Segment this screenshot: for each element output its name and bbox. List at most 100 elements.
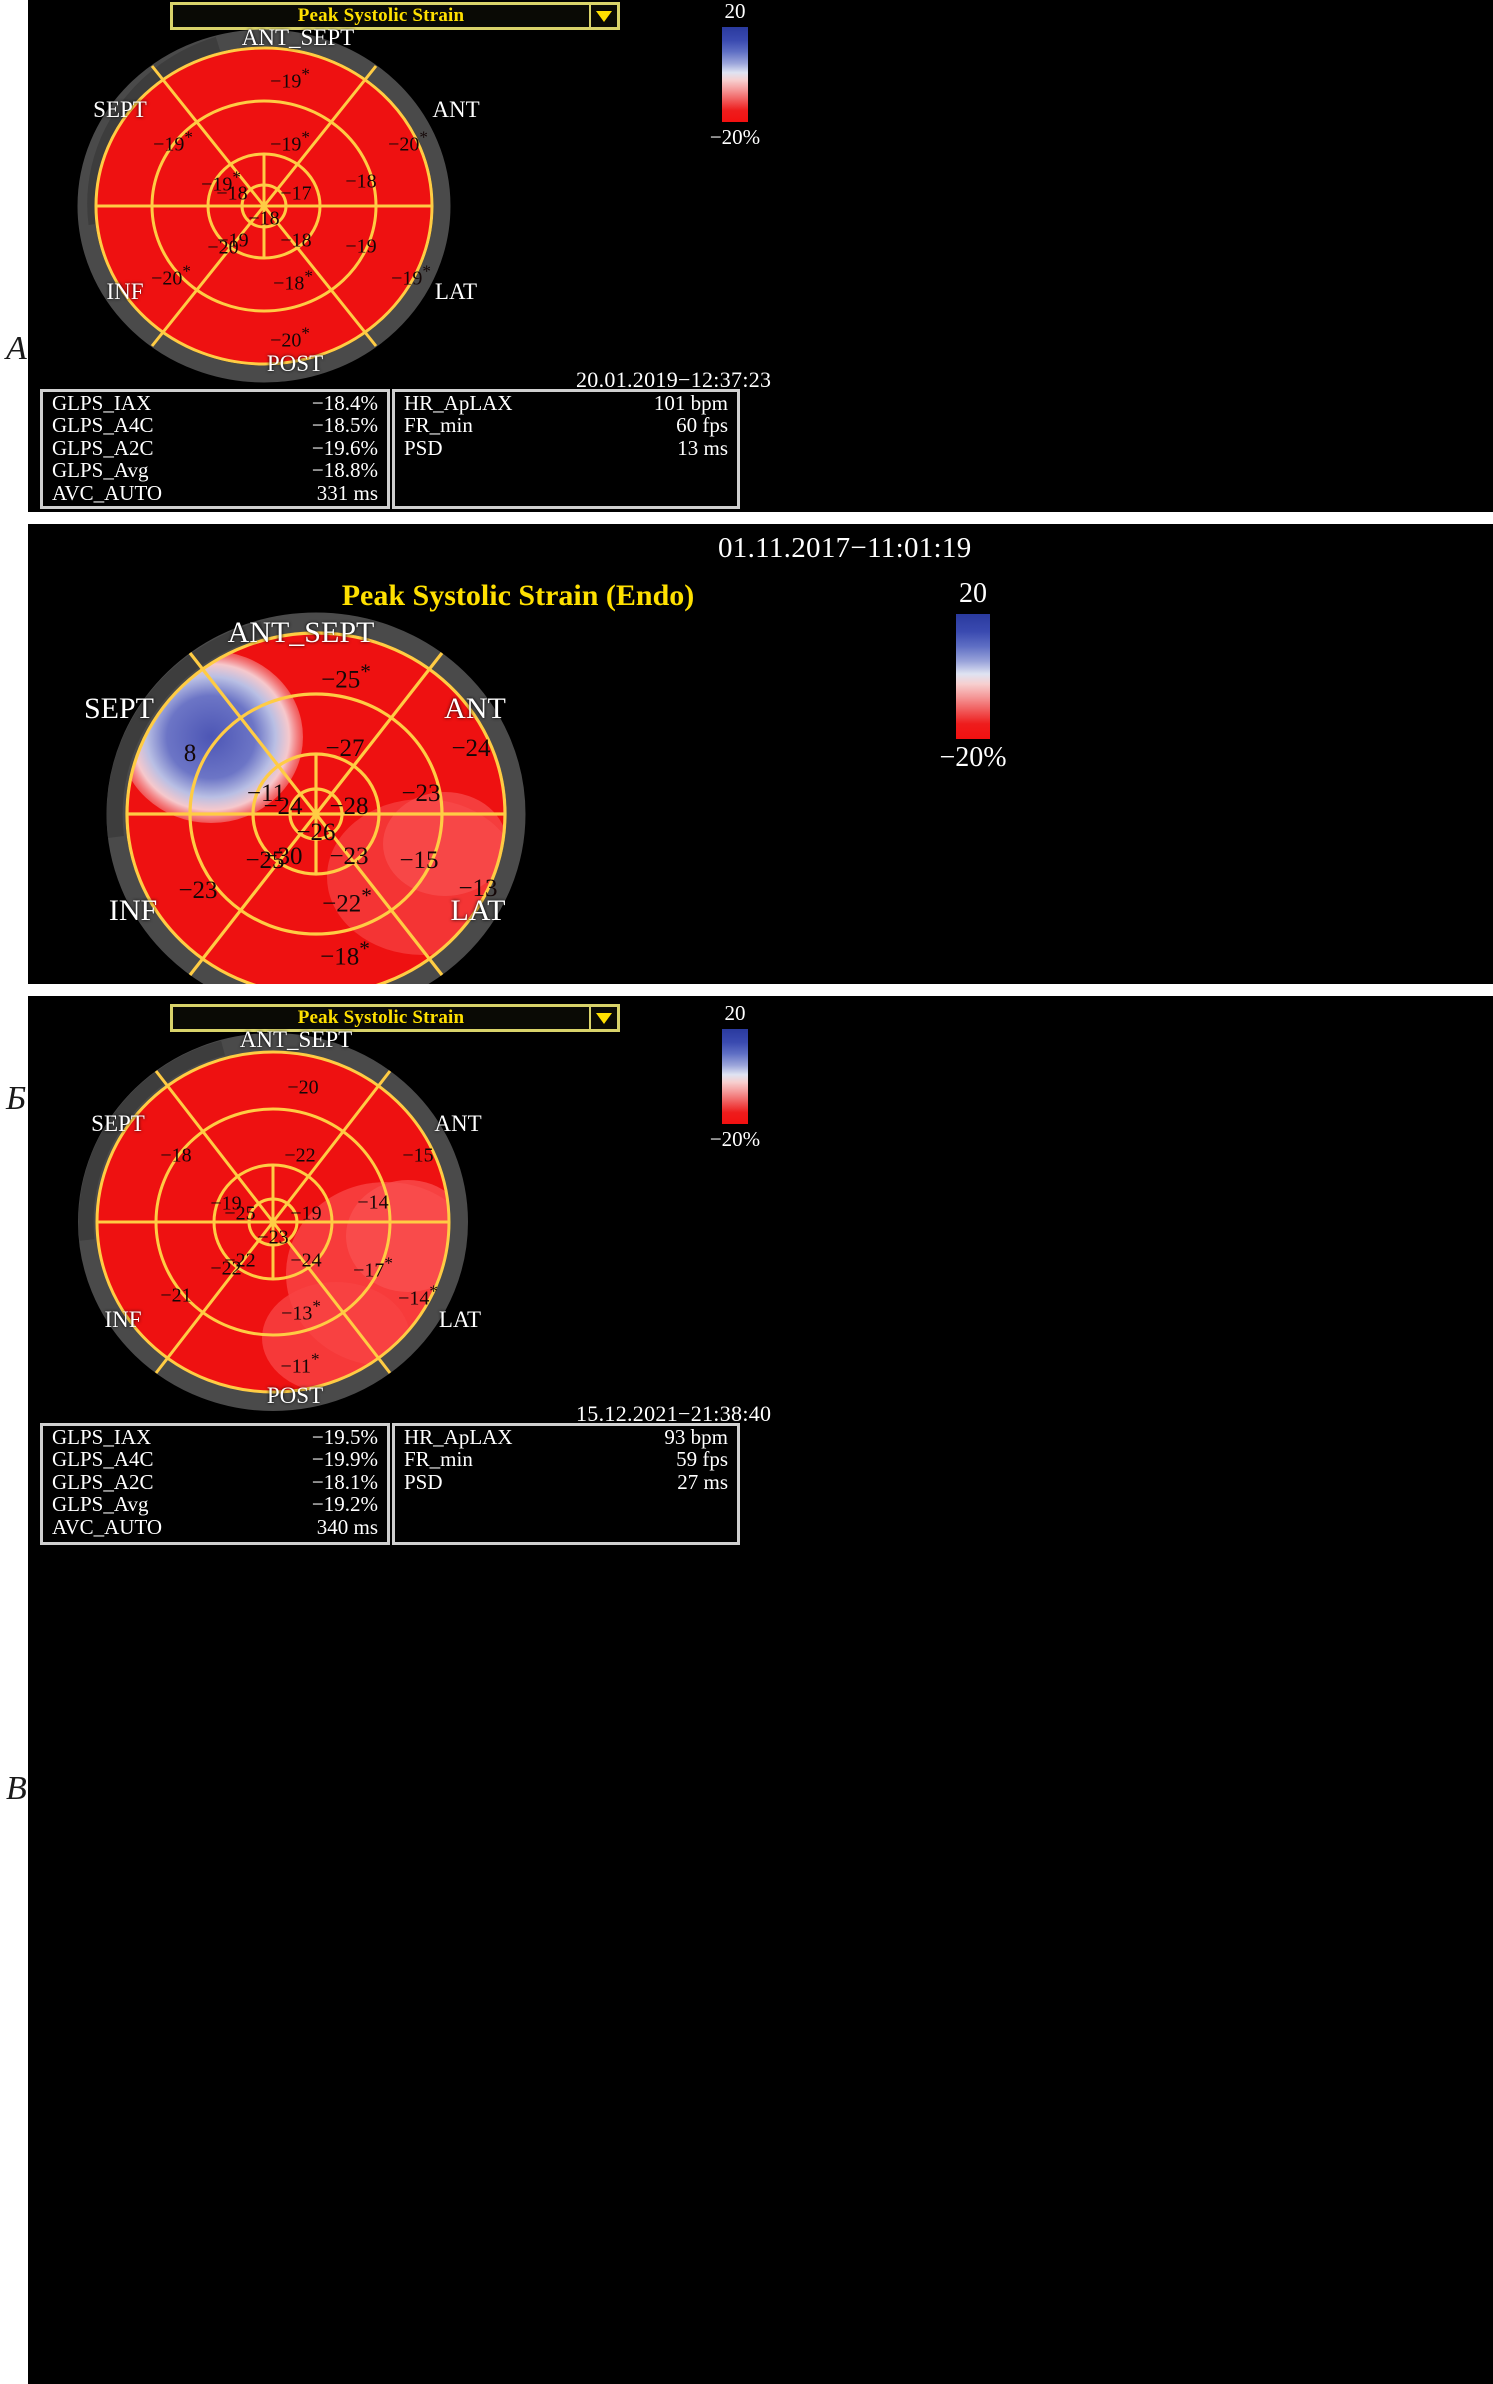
- bullseye-b: ANT_SEPT SEPT ANT INF LAT POST −25* −24 …: [84, 609, 543, 984]
- segment-mid-ant-sept: −22: [284, 1144, 316, 1167]
- table-row: GLPS_A2C −18.1%: [52, 1469, 378, 1494]
- chevron-down-icon[interactable]: [589, 5, 617, 27]
- wall-label-lat: LAT: [450, 894, 506, 927]
- colorbar-gradient: [722, 1029, 748, 1125]
- table-row: HR_ApLAX 101 bpm: [404, 391, 728, 415]
- global-strain-table-a: GLPS_IAX −18.4% GLPS_A4C −18.5% GLPS_A2C −1…: [40, 389, 390, 509]
- segment-apical-ant: −28: [329, 793, 369, 820]
- table-row: HR_ApLAX 93 bpm: [404, 1425, 728, 1449]
- colorbar-v: 20 −20%: [690, 1001, 780, 1152]
- segment-basal-sept: 8: [183, 740, 197, 767]
- strain-mode-dropdown-a[interactable]: Peak Systolic Strain: [170, 2, 620, 30]
- panel-v: Peak Systolic Strain: [28, 996, 1493, 2384]
- colorbar-min-label: −20%: [709, 1127, 761, 1152]
- segment-mid-inf: −22: [210, 1257, 242, 1280]
- segment-mid-post: −18*: [273, 266, 313, 295]
- colorbar-max-label: 20: [959, 578, 987, 609]
- segment-mid-lat: −17*: [353, 1253, 393, 1282]
- bullseye-a: ANT_SEPT SEPT ANT INF LAT POST −19* −20*…: [68, 24, 480, 384]
- colorbar-b: 20 −20%: [908, 578, 1038, 774]
- segment-apical-sept: −25: [224, 1202, 256, 1225]
- wall-label-ant: ANT: [444, 692, 506, 725]
- segment-basal-ant-sept: −19*: [270, 64, 310, 93]
- table-row: FR_min 60 fps: [404, 413, 728, 438]
- segment-apical-inf: −19: [217, 229, 249, 252]
- colorbar-a: 20 −20%: [690, 0, 780, 149]
- segment-basal-lat: −19*: [391, 261, 431, 290]
- segment-basal-post: −20*: [270, 323, 310, 352]
- segment-mid-ant: −23: [401, 780, 441, 807]
- segment-borders: [95, 1050, 451, 1394]
- wall-label-ant: ANT: [432, 97, 480, 122]
- segment-basal-post: −11*: [280, 1349, 320, 1378]
- segment-apical-inf: −22: [224, 1249, 256, 1272]
- panel-letter-v: В: [6, 1770, 27, 1807]
- table-row: PSD 13 ms: [404, 435, 728, 460]
- table-row: GLPS_A4C −18.5%: [52, 413, 378, 438]
- panel-letter-b-cyr: Б: [6, 1080, 27, 1117]
- segment-basal-post: −18*: [320, 936, 370, 971]
- strain-mode-dropdown-v[interactable]: Peak Systolic Strain: [170, 1004, 620, 1032]
- segment-mid-inf: −25: [245, 847, 285, 874]
- segment-basal-ant: −15: [402, 1144, 434, 1167]
- myocardium-fill: [96, 48, 432, 364]
- panel-b-cyr: Peak Systolic Strain (Endo) 01.11.2017−1…: [28, 524, 1493, 984]
- segment-borders: [125, 631, 507, 984]
- wall-label-sept: SEPT: [91, 1111, 145, 1136]
- panel-a: Peak Systolic Strain: [28, 0, 1493, 512]
- segment-apical-ant: −19: [290, 1202, 322, 1225]
- wall-label-ant-sept: ANT_SEPT: [227, 616, 375, 649]
- table-row: GLPS_Avg −18.8%: [52, 458, 378, 483]
- global-strain-table-v: GLPS_IAX −19.5% GLPS_A4C −19.9% GLPS_A2C −1…: [40, 1423, 390, 1545]
- wall-label-inf: INF: [108, 894, 158, 927]
- segment-apex: −18: [248, 207, 280, 230]
- colorbar-min-label: −20%: [939, 741, 1007, 773]
- segment-mid-ant: −14: [357, 1191, 389, 1214]
- colorbar-gradient: [956, 613, 990, 739]
- wall-label-inf: INF: [104, 1307, 142, 1332]
- wall-label-sept: SEPT: [93, 97, 147, 122]
- wall-label-lat: LAT: [438, 1307, 482, 1332]
- bullseye-svg-a: [77, 29, 451, 383]
- segment-basal-inf: −21: [160, 1284, 192, 1307]
- table-row: GLPS_IAX −18.4%: [52, 391, 378, 415]
- table-row: AVC_AUTO 340 ms: [52, 1514, 378, 1539]
- wall-label-ant-sept: ANT_SEPT: [239, 1027, 353, 1052]
- segment-basal-sept: −19*: [153, 127, 193, 156]
- wall-label-ant-sept: ANT_SEPT: [241, 25, 355, 50]
- wall-label-inf: INF: [106, 279, 144, 304]
- segment-basal-ant: −20*: [388, 127, 428, 156]
- segment-basal-inf: −20*: [151, 261, 191, 290]
- wall-label-post: POST: [271, 982, 344, 984]
- dropdown-label: Peak Systolic Strain: [297, 5, 465, 26]
- segment-mid-lat: −15: [399, 847, 439, 874]
- study-timestamp-a: 20.01.2019−12:37:23: [576, 367, 772, 392]
- acquisition-table-a: HR_ApLAX 101 bpm FR_min 60 fps PSD 13 ms: [392, 389, 740, 509]
- table-row: AVC_AUTO 331 ms: [52, 480, 378, 505]
- segment-apex: −23: [257, 1226, 289, 1249]
- segment-basal-ant: −24: [451, 735, 491, 762]
- chevron-down-icon[interactable]: [589, 1007, 617, 1029]
- study-timestamp-b: 01.11.2017−11:01:19: [718, 532, 972, 564]
- segment-apical-sept: −18: [216, 182, 248, 205]
- wall-label-post: POST: [266, 351, 324, 376]
- table-row: GLPS_A2C −19.6%: [52, 435, 378, 460]
- table-row: FR_min 59 fps: [404, 1447, 728, 1472]
- segment-apical-ant: −17: [280, 182, 312, 205]
- segment-basal-ant-sept: −25*: [321, 659, 371, 694]
- epicardial-ring: [106, 612, 526, 984]
- segment-mid-post: −22*: [322, 883, 372, 918]
- segment-basal-ant-sept: −20: [287, 1076, 319, 1099]
- segment-basal-sept: −18: [160, 1144, 192, 1167]
- segment-apex: −26: [296, 819, 336, 846]
- bullseye-svg-v: [78, 1033, 468, 1411]
- acquisition-table-v: HR_ApLAX 93 bpm FR_min 59 fps PSD 27 ms: [392, 1423, 740, 1545]
- wall-label-post: POST: [266, 1383, 324, 1408]
- segment-mid-ant: −18: [345, 170, 377, 193]
- segment-mid-post: −13*: [281, 1296, 321, 1325]
- segment-mid-sept: −19*: [201, 167, 241, 196]
- epicardial-ring: [78, 1033, 468, 1411]
- table-row: GLPS_IAX −19.5%: [52, 1425, 378, 1449]
- colorbar-gradient: [722, 27, 748, 123]
- segment-apical-lat: −23: [329, 843, 369, 870]
